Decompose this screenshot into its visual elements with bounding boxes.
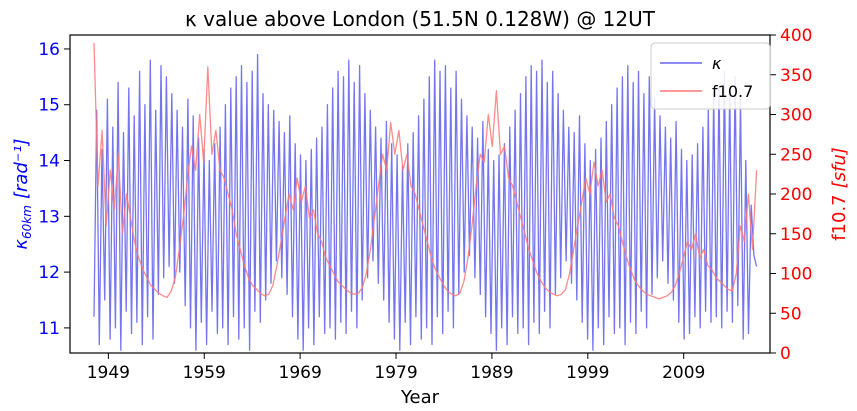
left-y-axis-label-sub: 60km (20, 205, 34, 239)
legend-box (650, 42, 771, 110)
legend-f107-label: f10.7 (712, 82, 753, 101)
legend: κ f10.7 (650, 42, 771, 110)
kappa-series-line (93, 53, 758, 351)
left-y-axis-label-unit: [rad⁻¹] (11, 138, 32, 199)
right-y-tick-label: 250 (780, 145, 812, 165)
right-y-tick-label: 50 (780, 304, 802, 324)
chart-title: κ value above London (51.5N 0.128W) @ 12… (185, 7, 656, 31)
left-y-tick-label: 14 (38, 152, 60, 172)
right-y-axis: 0 50 100 150 200 250 300 350 400 (770, 26, 812, 364)
right-y-tick-label: 150 (780, 225, 812, 245)
right-y-axis-label-main: f10.7 (829, 194, 850, 240)
x-tick-label: 1969 (279, 363, 322, 383)
left-y-axis-label: κ60km [rad⁻¹] (11, 138, 34, 249)
right-y-tick-label: 350 (780, 66, 812, 86)
right-y-axis-label-unit: [sfu] (829, 147, 850, 188)
right-y-tick-label: 0 (780, 344, 791, 364)
left-y-axis: 11 12 13 14 15 16 (38, 40, 70, 339)
left-y-tick-label: 12 (38, 263, 60, 283)
x-axis-label: Year (400, 387, 440, 408)
x-tick-label: 2009 (662, 363, 705, 383)
left-y-tick-label: 11 (38, 319, 60, 339)
x-axis: 1949 1959 1969 1979 1989 1999 2009 (87, 353, 705, 383)
x-tick-label: 1949 (87, 363, 130, 383)
right-y-tick-label: 400 (780, 26, 812, 46)
right-y-tick-label: 100 (780, 265, 812, 285)
x-tick-label: 1989 (470, 363, 513, 383)
left-y-tick-label: 13 (38, 207, 60, 227)
left-y-axis-label-main: κ (11, 239, 32, 250)
left-y-tick-label: 15 (38, 96, 60, 116)
left-y-tick-label: 16 (38, 40, 60, 60)
right-y-tick-label: 300 (780, 106, 812, 126)
legend-kappa-label: κ (712, 54, 722, 73)
right-y-axis-label: f10.7 [sfu] (829, 147, 850, 241)
x-tick-label: 1979 (374, 363, 417, 383)
x-tick-label: 1959 (183, 363, 226, 383)
f107-series-line (93, 42, 758, 300)
series-layer (93, 42, 758, 351)
x-tick-label: 1999 (566, 363, 609, 383)
right-y-tick-label: 200 (780, 185, 812, 205)
